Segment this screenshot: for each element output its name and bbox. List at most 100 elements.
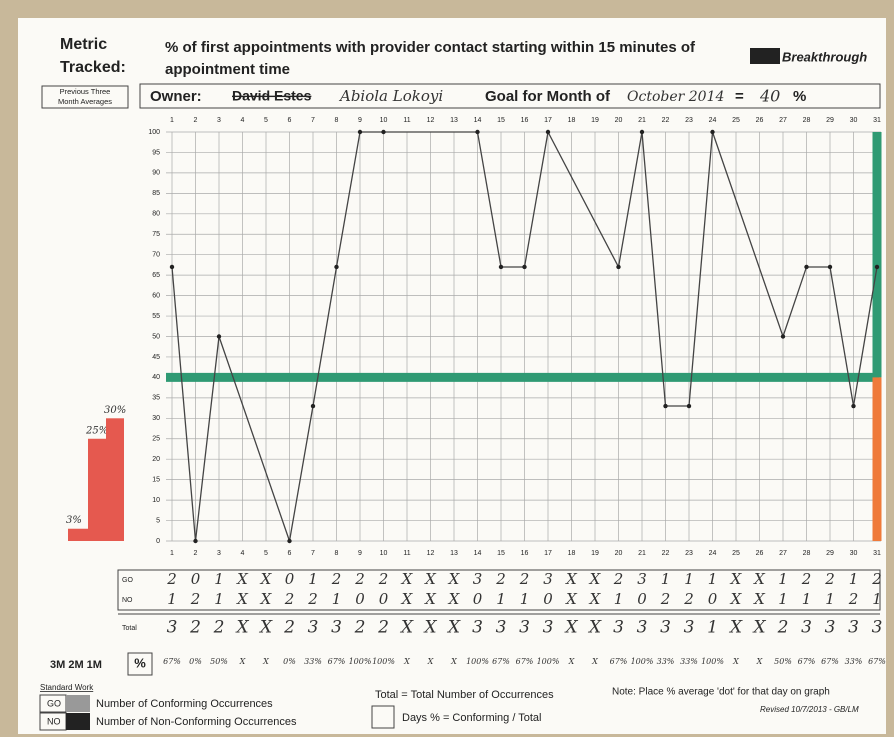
percent-cell: X <box>732 657 739 666</box>
data-point <box>874 264 880 270</box>
percent-cell: X <box>403 657 410 666</box>
x-tick-label: 16 <box>521 117 529 124</box>
x-tick-label: 11 <box>403 550 410 557</box>
x-tick-label: 8 <box>335 550 339 557</box>
x-tick-label: 29 <box>826 550 834 557</box>
y-tick-label: 40 <box>152 374 160 381</box>
percent-cell: X <box>239 657 246 666</box>
table-cell: X <box>260 570 273 588</box>
table-cell: 1 <box>707 618 718 638</box>
table-cell: 1 <box>778 570 788 588</box>
table-cell: 2 <box>166 570 177 588</box>
x-tick-label: 2 <box>194 550 198 557</box>
percent-cell: 67% <box>492 657 510 666</box>
x-tick-label: 31 <box>873 550 881 557</box>
periods: 3M 2M 1M <box>50 659 102 671</box>
data-point <box>616 264 621 270</box>
goal-label: Goal for Month of <box>485 88 611 105</box>
percent-cell: 67% <box>821 657 839 666</box>
table-cell: 2 <box>660 590 671 608</box>
table-cell: X <box>236 590 249 608</box>
table-cell: X <box>401 590 414 608</box>
y-tick-label: 10 <box>152 497 160 504</box>
no-text: Number of Non-Conforming Occurrences <box>96 716 297 728</box>
y-tick-label: 5 <box>156 517 160 524</box>
table-cell: 1 <box>849 570 859 588</box>
y-tick-label: 75 <box>152 231 160 238</box>
metric: % of first appointments with provider co… <box>165 39 696 56</box>
x-tick-label: 30 <box>850 550 858 557</box>
x-tick-label: 7 <box>311 117 315 124</box>
x-tick-label: 22 <box>662 550 670 557</box>
x-tick-label: 10 <box>380 117 388 124</box>
table-cell: 2 <box>683 590 694 608</box>
x-tick-label: 18 <box>568 550 576 557</box>
x-tick-label: 24 <box>709 550 717 557</box>
y-tick-label: 95 <box>152 149 160 156</box>
logo: Breakthrough <box>782 49 867 64</box>
y-tick-label: 15 <box>152 476 160 483</box>
previous-box <box>41 85 129 109</box>
table-cell: X <box>589 570 602 588</box>
percent-cell: 0% <box>189 657 202 666</box>
table-cell: 3 <box>637 618 648 638</box>
x-tick-label: 16 <box>521 550 529 557</box>
y-tick-label: 65 <box>152 272 160 279</box>
percent-cell: 33% <box>680 657 698 666</box>
table-cell: 1 <box>802 590 812 608</box>
percent-cell: 0% <box>283 657 296 666</box>
x-tick-label: 27 <box>779 550 787 557</box>
y-tick-label: 80 <box>152 211 160 218</box>
x-tick-label: 28 <box>803 117 811 124</box>
table-cell: 3 <box>472 618 483 638</box>
table-cell: 0 <box>355 590 365 608</box>
previous-label: Previous Three <box>60 87 111 96</box>
x-tick-label: 5 <box>264 117 268 124</box>
table-cell: X <box>728 618 743 638</box>
x-tick-label: 4 <box>241 550 245 557</box>
goal-value: 40 <box>759 87 780 106</box>
y-tick-label: 25 <box>152 436 160 443</box>
table-cell: X <box>589 590 602 608</box>
table-cell: 1 <box>308 570 318 588</box>
x-tick-label: 8 <box>335 117 339 124</box>
no-label: NO <box>47 716 61 726</box>
plot: 0510152025303540455055606570758085909510… <box>66 117 886 666</box>
table-cell: 2 <box>848 590 859 608</box>
table-cell: 2 <box>190 590 201 608</box>
data-point <box>357 129 363 135</box>
x-tick-label: 30 <box>850 117 858 124</box>
x-tick-label: 6 <box>288 117 292 124</box>
data-point <box>522 264 527 270</box>
y-tick-label: 30 <box>152 415 160 422</box>
table-cell: 3 <box>167 618 178 638</box>
table-cell: X <box>448 590 461 608</box>
x-tick-label: 26 <box>756 117 764 124</box>
percent-cell: 50% <box>774 657 792 666</box>
percent-cell: X <box>591 657 598 666</box>
data-point <box>287 538 292 544</box>
table-cell: 3 <box>473 570 483 588</box>
previous-label: 3% <box>66 515 82 526</box>
row-label: NO <box>122 597 133 604</box>
x-tick-label: 1 <box>170 117 174 124</box>
data-point <box>710 129 715 135</box>
data-point <box>545 129 551 135</box>
table-cell: X <box>258 618 273 638</box>
table-cell: 2 <box>354 570 365 588</box>
x-tick-label: 5 <box>264 550 268 557</box>
y-tick-label: 85 <box>152 190 160 197</box>
x-tick-label: 19 <box>591 550 599 557</box>
x-tick-label: 23 <box>685 117 693 124</box>
table-cell: 1 <box>872 590 882 608</box>
table-cell: X <box>401 570 414 588</box>
y-tick-label: 100 <box>148 129 160 136</box>
percent-cell: 67% <box>868 657 886 666</box>
table-cell: X <box>565 590 578 608</box>
x-tick-label: 17 <box>544 550 552 557</box>
previous-bar <box>88 438 106 541</box>
percent-cell: X <box>568 657 575 666</box>
table-cell: 2 <box>824 570 835 588</box>
table-cell: 1 <box>214 570 224 588</box>
x-tick-label: 31 <box>873 117 881 124</box>
